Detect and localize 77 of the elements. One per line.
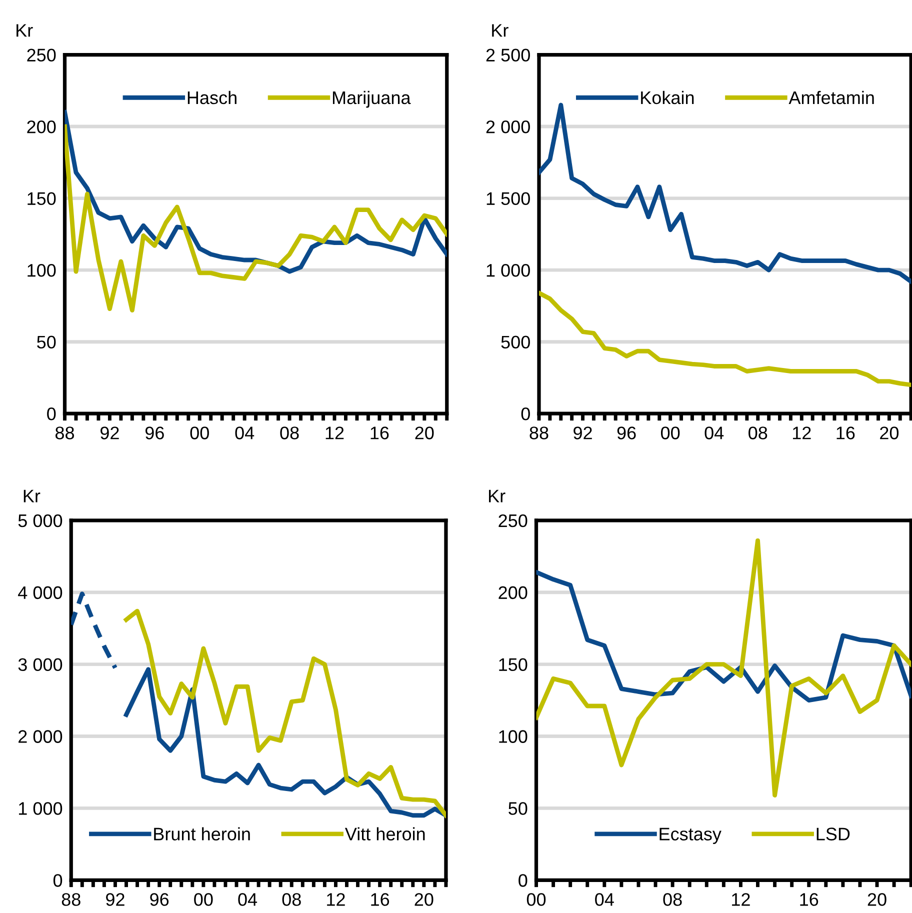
y-tick-label: 200 [27, 120, 56, 134]
y-tick-label: 1 000 [19, 802, 62, 815]
y-tick-label: 200 [498, 586, 528, 600]
line-series [71, 592, 118, 670]
x-tick-label: 00 [194, 893, 213, 906]
line-series [64, 110, 447, 274]
x-tick-label: 20 [880, 426, 899, 440]
y-tick-label: 1 000 [486, 264, 530, 277]
y-tick-label: 3 000 [18, 658, 62, 672]
x-tick-label: 16 [370, 426, 389, 440]
x-tick-label: 92 [574, 426, 592, 440]
legend-label: Hasch [188, 90, 236, 104]
legend-label: Ecstasy [660, 828, 722, 844]
x-tick-label: 20 [868, 893, 886, 906]
y-tick-label: 150 [499, 658, 528, 672]
legend-label: Vitt heroin [344, 827, 425, 840]
line-series [64, 124, 447, 312]
x-tick-label: 08 [282, 893, 301, 906]
x-tick-label: 04 [235, 426, 254, 440]
x-tick-label: 12 [326, 426, 344, 440]
legend-label: Marijuana [332, 90, 411, 108]
x-tick-label: 12 [732, 893, 750, 906]
y-tick-label: 100 [28, 264, 56, 277]
y-tick-label: 250 [498, 514, 528, 528]
x-tick-label: 00 [526, 893, 546, 906]
line-series [124, 608, 446, 818]
line-series [124, 667, 446, 818]
x-tick-label: 92 [100, 426, 119, 440]
legend-label: LSD [816, 828, 850, 840]
y-tick-label: 150 [28, 192, 56, 206]
x-tick-label: 08 [748, 426, 768, 440]
y-tick-label: 1 500 [486, 192, 530, 206]
y-axis-title: Kr [16, 24, 33, 37]
y-axis-title: Kr [492, 24, 508, 37]
y-tick-label: 2 000 [18, 730, 62, 743]
x-tick-label: 96 [150, 893, 169, 906]
x-tick-label: 16 [836, 426, 855, 440]
x-tick-label: 12 [327, 893, 345, 906]
legend-label: Amfetamin [788, 90, 874, 104]
line-series [538, 102, 912, 284]
y-tick-label: 2 000 [486, 120, 530, 134]
y-tick-label: 0 [47, 408, 56, 420]
x-tick-label: 92 [106, 893, 124, 906]
y-tick-label: 5 000 [18, 514, 62, 528]
y-tick-label: 4 000 [18, 586, 62, 600]
y-tick-label: 0 [53, 874, 62, 887]
x-tick-label: 88 [55, 426, 74, 440]
y-axis-title: Kr [24, 490, 40, 502]
x-tick-label: 00 [660, 426, 680, 440]
y-tick-label: 500 [501, 336, 530, 349]
y-axis-title: Kr [489, 490, 506, 502]
legend-label: Kokain [641, 90, 694, 104]
y-tick-label: 0 [521, 408, 530, 420]
line-series [536, 538, 912, 798]
y-tick-label: 50 [37, 336, 56, 349]
x-tick-label: 12 [792, 426, 811, 440]
line-series [538, 290, 912, 388]
x-tick-label: 04 [704, 426, 724, 440]
y-tick-label: 50 [508, 802, 528, 815]
x-tick-label: 96 [145, 426, 164, 440]
y-tick-label: 250 [27, 48, 56, 62]
x-tick-label: 20 [415, 426, 434, 440]
x-tick-label: 04 [238, 893, 258, 906]
x-tick-label: 16 [371, 893, 390, 906]
legend-label: Brunt heroin [154, 827, 250, 840]
x-tick-label: 08 [663, 893, 682, 906]
y-tick-label: 2 500 [486, 48, 530, 62]
x-tick-label: 04 [595, 893, 614, 906]
x-tick-label: 20 [414, 893, 434, 906]
x-tick-label: 88 [530, 426, 548, 440]
x-tick-label: 16 [800, 893, 818, 906]
x-tick-label: 00 [190, 426, 209, 440]
y-tick-label: 100 [499, 730, 528, 743]
x-tick-label: 88 [62, 893, 80, 906]
x-tick-label: 08 [280, 426, 299, 440]
y-tick-label: 0 [518, 874, 528, 887]
x-tick-label: 96 [617, 426, 636, 440]
